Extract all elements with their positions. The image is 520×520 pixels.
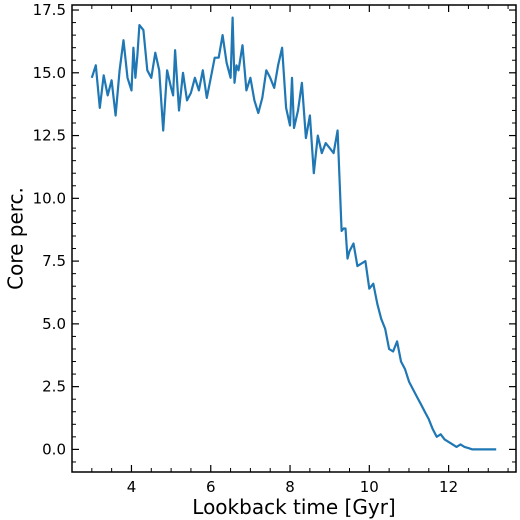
y-tick-label: 17.5 [33, 1, 66, 19]
y-axis-label: Core perc. [4, 187, 28, 290]
y-tick-label: 7.5 [42, 252, 66, 270]
series-line [90, 16, 497, 451]
x-tick-label: 6 [206, 478, 216, 496]
axis-ticks: 4 6 8 10 12 0.0 2.5 5.0 7.5 10.0 12.5 15.0 17.5 [33, 1, 516, 496]
y-tick-label: 2.5 [42, 378, 66, 396]
x-tick-label: 8 [285, 478, 295, 496]
x-axis-label: Lookback time [Gyr] [192, 495, 395, 519]
y-tick-label: 0.0 [42, 440, 66, 458]
x-tick-label: 12 [439, 478, 458, 496]
x-tick-label: 10 [360, 478, 379, 496]
y-tick-label: 12.5 [33, 127, 66, 145]
plot-area [90, 16, 497, 451]
x-tick-label: 4 [127, 478, 137, 496]
y-tick-label: 10.0 [33, 189, 66, 207]
plot-frame [71, 4, 517, 473]
y-tick-label: 5.0 [42, 315, 66, 333]
y-tick-label: 15.0 [33, 64, 66, 82]
